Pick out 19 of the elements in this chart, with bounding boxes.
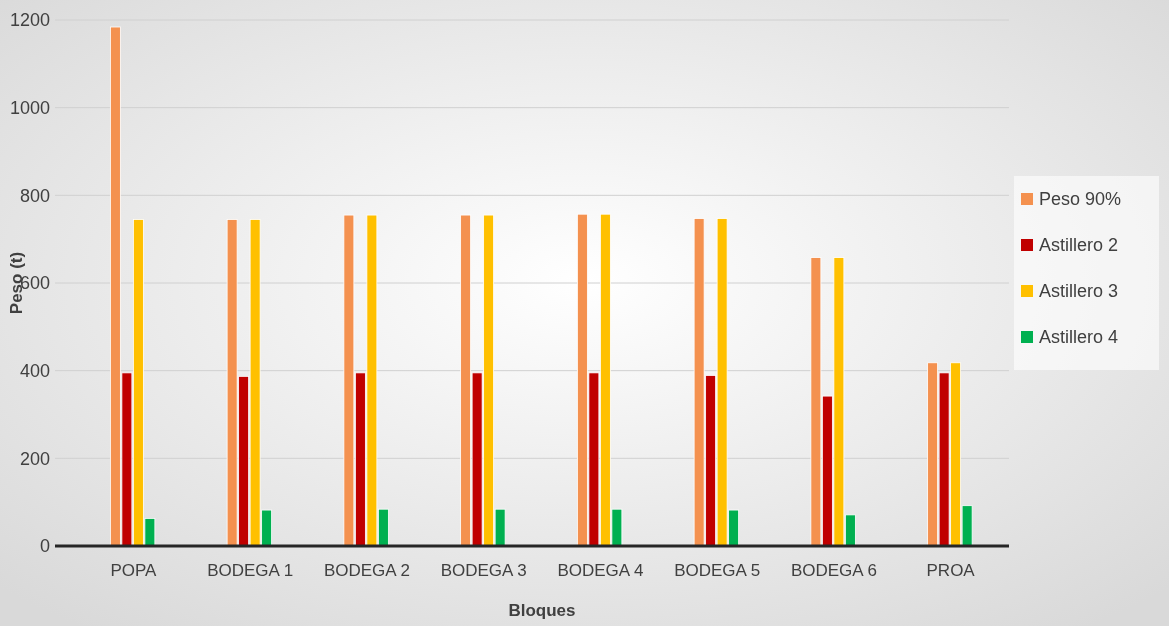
x-tick-label: POPA xyxy=(110,561,158,580)
y-tick-label: 0 xyxy=(39,536,50,557)
x-tick-label: BODEGA 5 xyxy=(674,561,761,580)
y-tick-label: 1000 xyxy=(9,97,50,118)
y-tick-label: 200 xyxy=(19,448,50,469)
x-tick-label: BODEGA 1 xyxy=(207,561,294,580)
x-tick-label: BODEGA 2 xyxy=(323,561,410,580)
legend-label: Astillero 2 xyxy=(1039,235,1119,256)
y-tick-label: 1200 xyxy=(9,10,50,31)
legend-label: Astillero 3 xyxy=(1039,281,1119,302)
legend-label: Peso 90% xyxy=(1039,189,1122,210)
x-axis-title: Bloques xyxy=(508,601,576,620)
x-tick-label: PROA xyxy=(926,561,976,580)
x-tick-label: BODEGA 4 xyxy=(557,561,644,580)
x-tick-label: BODEGA 3 xyxy=(440,561,527,580)
y-tick-label: 800 xyxy=(19,185,50,206)
x-tick-label: BODEGA 6 xyxy=(790,561,877,580)
y-tick-label: 400 xyxy=(19,360,50,381)
legend-label: Astillero 4 xyxy=(1039,327,1119,348)
